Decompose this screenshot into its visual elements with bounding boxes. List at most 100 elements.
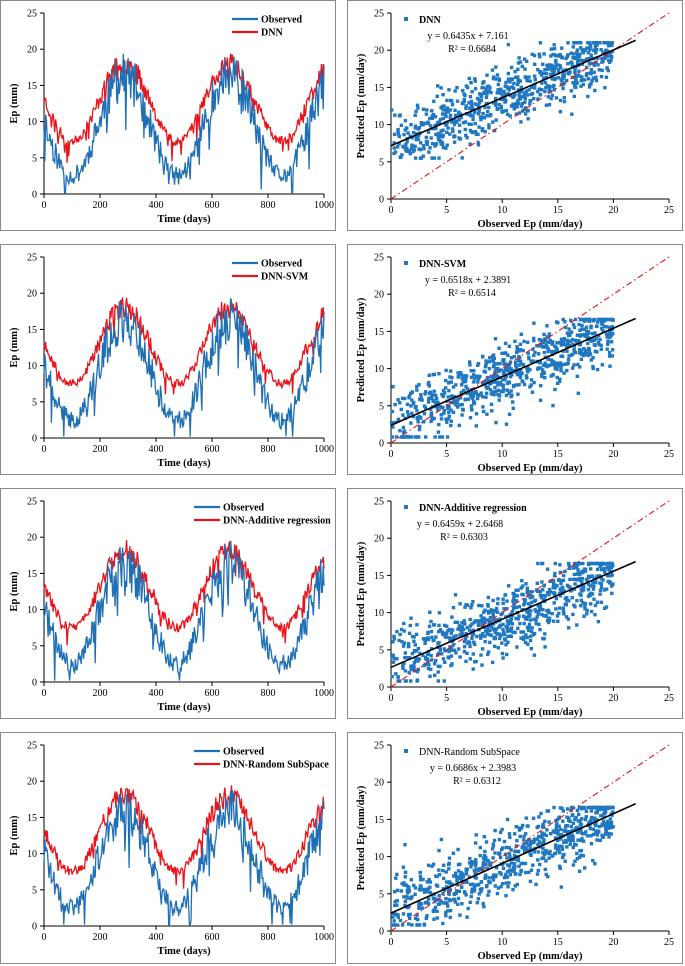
scatter-point [451,851,456,855]
scatter-point [562,840,566,844]
scatter-point [494,420,498,425]
scatter-point [583,604,587,608]
scatter-point [514,616,518,621]
scatter-point [598,807,602,812]
scatter-point [550,93,554,97]
scatter-point [546,357,550,361]
scatter-point [507,584,511,588]
y-tick-label: 20 [27,289,37,300]
scatter-point [468,900,472,904]
scatter-point [411,130,416,135]
scatter-point [464,104,468,108]
scatter-point [603,570,607,574]
scatter-point [591,365,595,369]
scatter-point [578,365,582,369]
scatter-point [570,352,575,357]
scatter-point [409,146,414,150]
scatter-point [417,901,421,905]
scatter-point [484,102,488,106]
scatter-point [524,91,528,95]
scatter-point [455,99,460,103]
scatter-point [421,154,425,158]
scatter-point [564,78,569,83]
scatter-point [454,891,458,896]
scatter-point [460,625,464,630]
scatter-point [494,103,498,107]
scatter-point [470,622,474,626]
scatter-point [497,346,501,350]
scatter-point [465,85,470,90]
scatter-point [403,147,407,151]
scatter-point [463,127,467,132]
scatter-point [469,862,474,866]
scatter-point [586,341,590,346]
scatter-point [426,659,430,664]
scatter-point [445,98,449,103]
scatter-point [582,567,587,571]
scatter-point [473,130,478,134]
scatter-point [506,42,510,47]
scatter-point [522,601,527,605]
scatter-point [611,825,615,829]
scatter-point [563,320,567,324]
scatter-point [476,897,481,901]
scatter-point [512,853,517,858]
scatter-point [441,892,445,896]
scatter-point [393,890,397,894]
scatter-point [392,634,396,639]
scatter-point [577,52,582,56]
scatter-point [416,106,420,110]
legend-label: DNN-SVM [261,272,309,283]
scatter-point [547,84,552,89]
scatter-point [572,587,577,591]
scatter-point [542,840,546,845]
scatter-point [558,52,562,57]
scatter-point [584,815,588,819]
scatter-point [535,825,539,830]
scatter-point [571,81,575,85]
scatter-point [495,618,499,622]
scatter-point [429,629,434,634]
scatter-point [608,325,612,330]
scatter-point [577,322,581,327]
scatter-panel: 0 5 10 15 20 25 0 5 10 15 20 25 Observed Ep (mm/day)… [347,732,683,964]
scatter-point [508,93,513,98]
scatter-point [536,858,540,862]
scatter-point [565,596,569,600]
scatter-point [405,140,409,144]
scatter-point [462,639,467,644]
scatter-point [422,404,427,408]
scatter-point [405,402,410,406]
scatter-point [401,644,406,648]
scatter-point [515,645,519,649]
scatter-point [485,627,489,631]
scatter-point [467,875,472,879]
scatter-point [500,351,504,355]
scatter-point [544,103,549,107]
scatter-point [584,73,589,78]
scatter-point [500,641,504,645]
scatter-point [556,321,560,325]
scatter-point [573,338,577,343]
x-tick-label: 0 [389,449,394,460]
scatter-point [468,416,473,420]
scatter-point [406,644,411,649]
scatter-point [447,880,452,884]
scatter-point [586,582,591,587]
scatter-point [452,892,456,896]
scatter-point [575,598,579,603]
scatter-point [435,121,440,125]
x-tick-label: 10 [497,449,507,460]
scatter-point [542,52,546,56]
scatter-point [565,339,570,343]
x-tick-label: 5 [444,693,449,704]
scatter-point [437,629,441,634]
scatter-point [512,861,517,866]
scatter-point [552,805,556,810]
scatter-point [561,819,565,823]
scatter-point [402,621,406,626]
scatter-point [407,922,411,926]
scatter-point [593,613,597,617]
scatter-point [390,435,395,439]
